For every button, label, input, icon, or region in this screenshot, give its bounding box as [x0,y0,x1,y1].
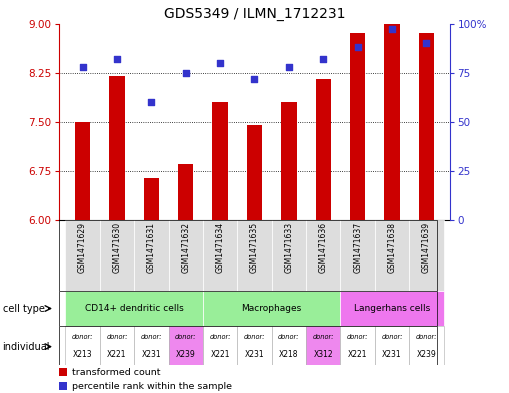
Point [147,99,155,105]
Point [182,70,190,76]
Text: GSM1471633: GSM1471633 [285,222,293,273]
Bar [66,291,203,326]
Bar [341,220,375,291]
Text: X221: X221 [210,350,230,359]
Text: GSM1471630: GSM1471630 [112,222,122,273]
Bar [66,326,100,365]
Bar [419,33,434,220]
Text: CD14+ dendritic cells: CD14+ dendritic cells [85,304,184,313]
Bar [341,326,375,365]
Bar [134,220,168,291]
Text: Macrophages: Macrophages [242,304,302,313]
Bar [375,326,409,365]
Text: donor:: donor: [106,334,128,340]
Bar [306,326,341,365]
Bar [59,368,67,376]
Bar [203,220,237,291]
Bar [66,220,100,291]
Bar [144,178,159,220]
Bar [212,102,228,220]
Point [113,56,121,62]
Point [354,44,362,50]
Text: X312: X312 [314,350,333,359]
Bar [375,220,409,291]
Text: X221: X221 [107,350,127,359]
Text: X231: X231 [142,350,161,359]
Point [250,75,259,82]
Bar [134,326,168,365]
Text: GSM1471632: GSM1471632 [181,222,190,273]
Text: transformed count: transformed count [72,368,161,377]
Text: Langerhans cells: Langerhans cells [354,304,430,313]
Point [422,40,431,46]
Text: donor:: donor: [244,334,265,340]
Text: GSM1471631: GSM1471631 [147,222,156,273]
Text: donor:: donor: [416,334,437,340]
Bar [247,125,262,220]
Bar [316,79,331,220]
Bar [203,326,237,365]
Bar [75,122,90,220]
Text: donor:: donor: [72,334,93,340]
Bar [409,326,443,365]
Bar [409,220,443,291]
Text: GSM1471637: GSM1471637 [353,222,362,273]
Bar [384,24,400,220]
Bar [237,220,272,291]
Text: donor:: donor: [140,334,162,340]
Point [216,60,224,66]
Text: donor:: donor: [175,334,196,340]
Text: GSM1471634: GSM1471634 [216,222,224,273]
Text: GSM1471635: GSM1471635 [250,222,259,273]
Text: X221: X221 [348,350,367,359]
Text: donor:: donor: [209,334,231,340]
Bar [168,326,203,365]
Point [78,64,87,70]
Bar [237,326,272,365]
Text: GSM1471639: GSM1471639 [422,222,431,273]
Text: donor:: donor: [278,334,300,340]
Text: donor:: donor: [347,334,369,340]
Text: donor:: donor: [381,334,403,340]
Text: X218: X218 [279,350,299,359]
Bar [109,76,125,220]
Bar [100,220,134,291]
Text: X231: X231 [245,350,264,359]
Text: percentile rank within the sample: percentile rank within the sample [72,382,232,391]
Title: GDS5349 / ILMN_1712231: GDS5349 / ILMN_1712231 [164,7,345,21]
Text: GSM1471636: GSM1471636 [319,222,328,273]
Text: GSM1471629: GSM1471629 [78,222,87,273]
Text: donor:: donor: [313,334,334,340]
Bar [272,326,306,365]
Text: X231: X231 [382,350,402,359]
Bar [203,291,341,326]
Bar [350,33,365,220]
Point [319,56,327,62]
Text: GSM1471638: GSM1471638 [387,222,397,273]
Text: X213: X213 [73,350,93,359]
Bar [341,291,443,326]
Text: cell type: cell type [3,303,44,314]
Bar [306,220,341,291]
Text: individual: individual [3,342,50,352]
Text: X239: X239 [416,350,436,359]
Point [285,64,293,70]
Bar [281,102,297,220]
Point [388,26,396,33]
Bar [178,164,193,220]
Text: X239: X239 [176,350,195,359]
Bar [59,382,67,390]
Bar [272,220,306,291]
Bar [100,326,134,365]
Bar [168,220,203,291]
